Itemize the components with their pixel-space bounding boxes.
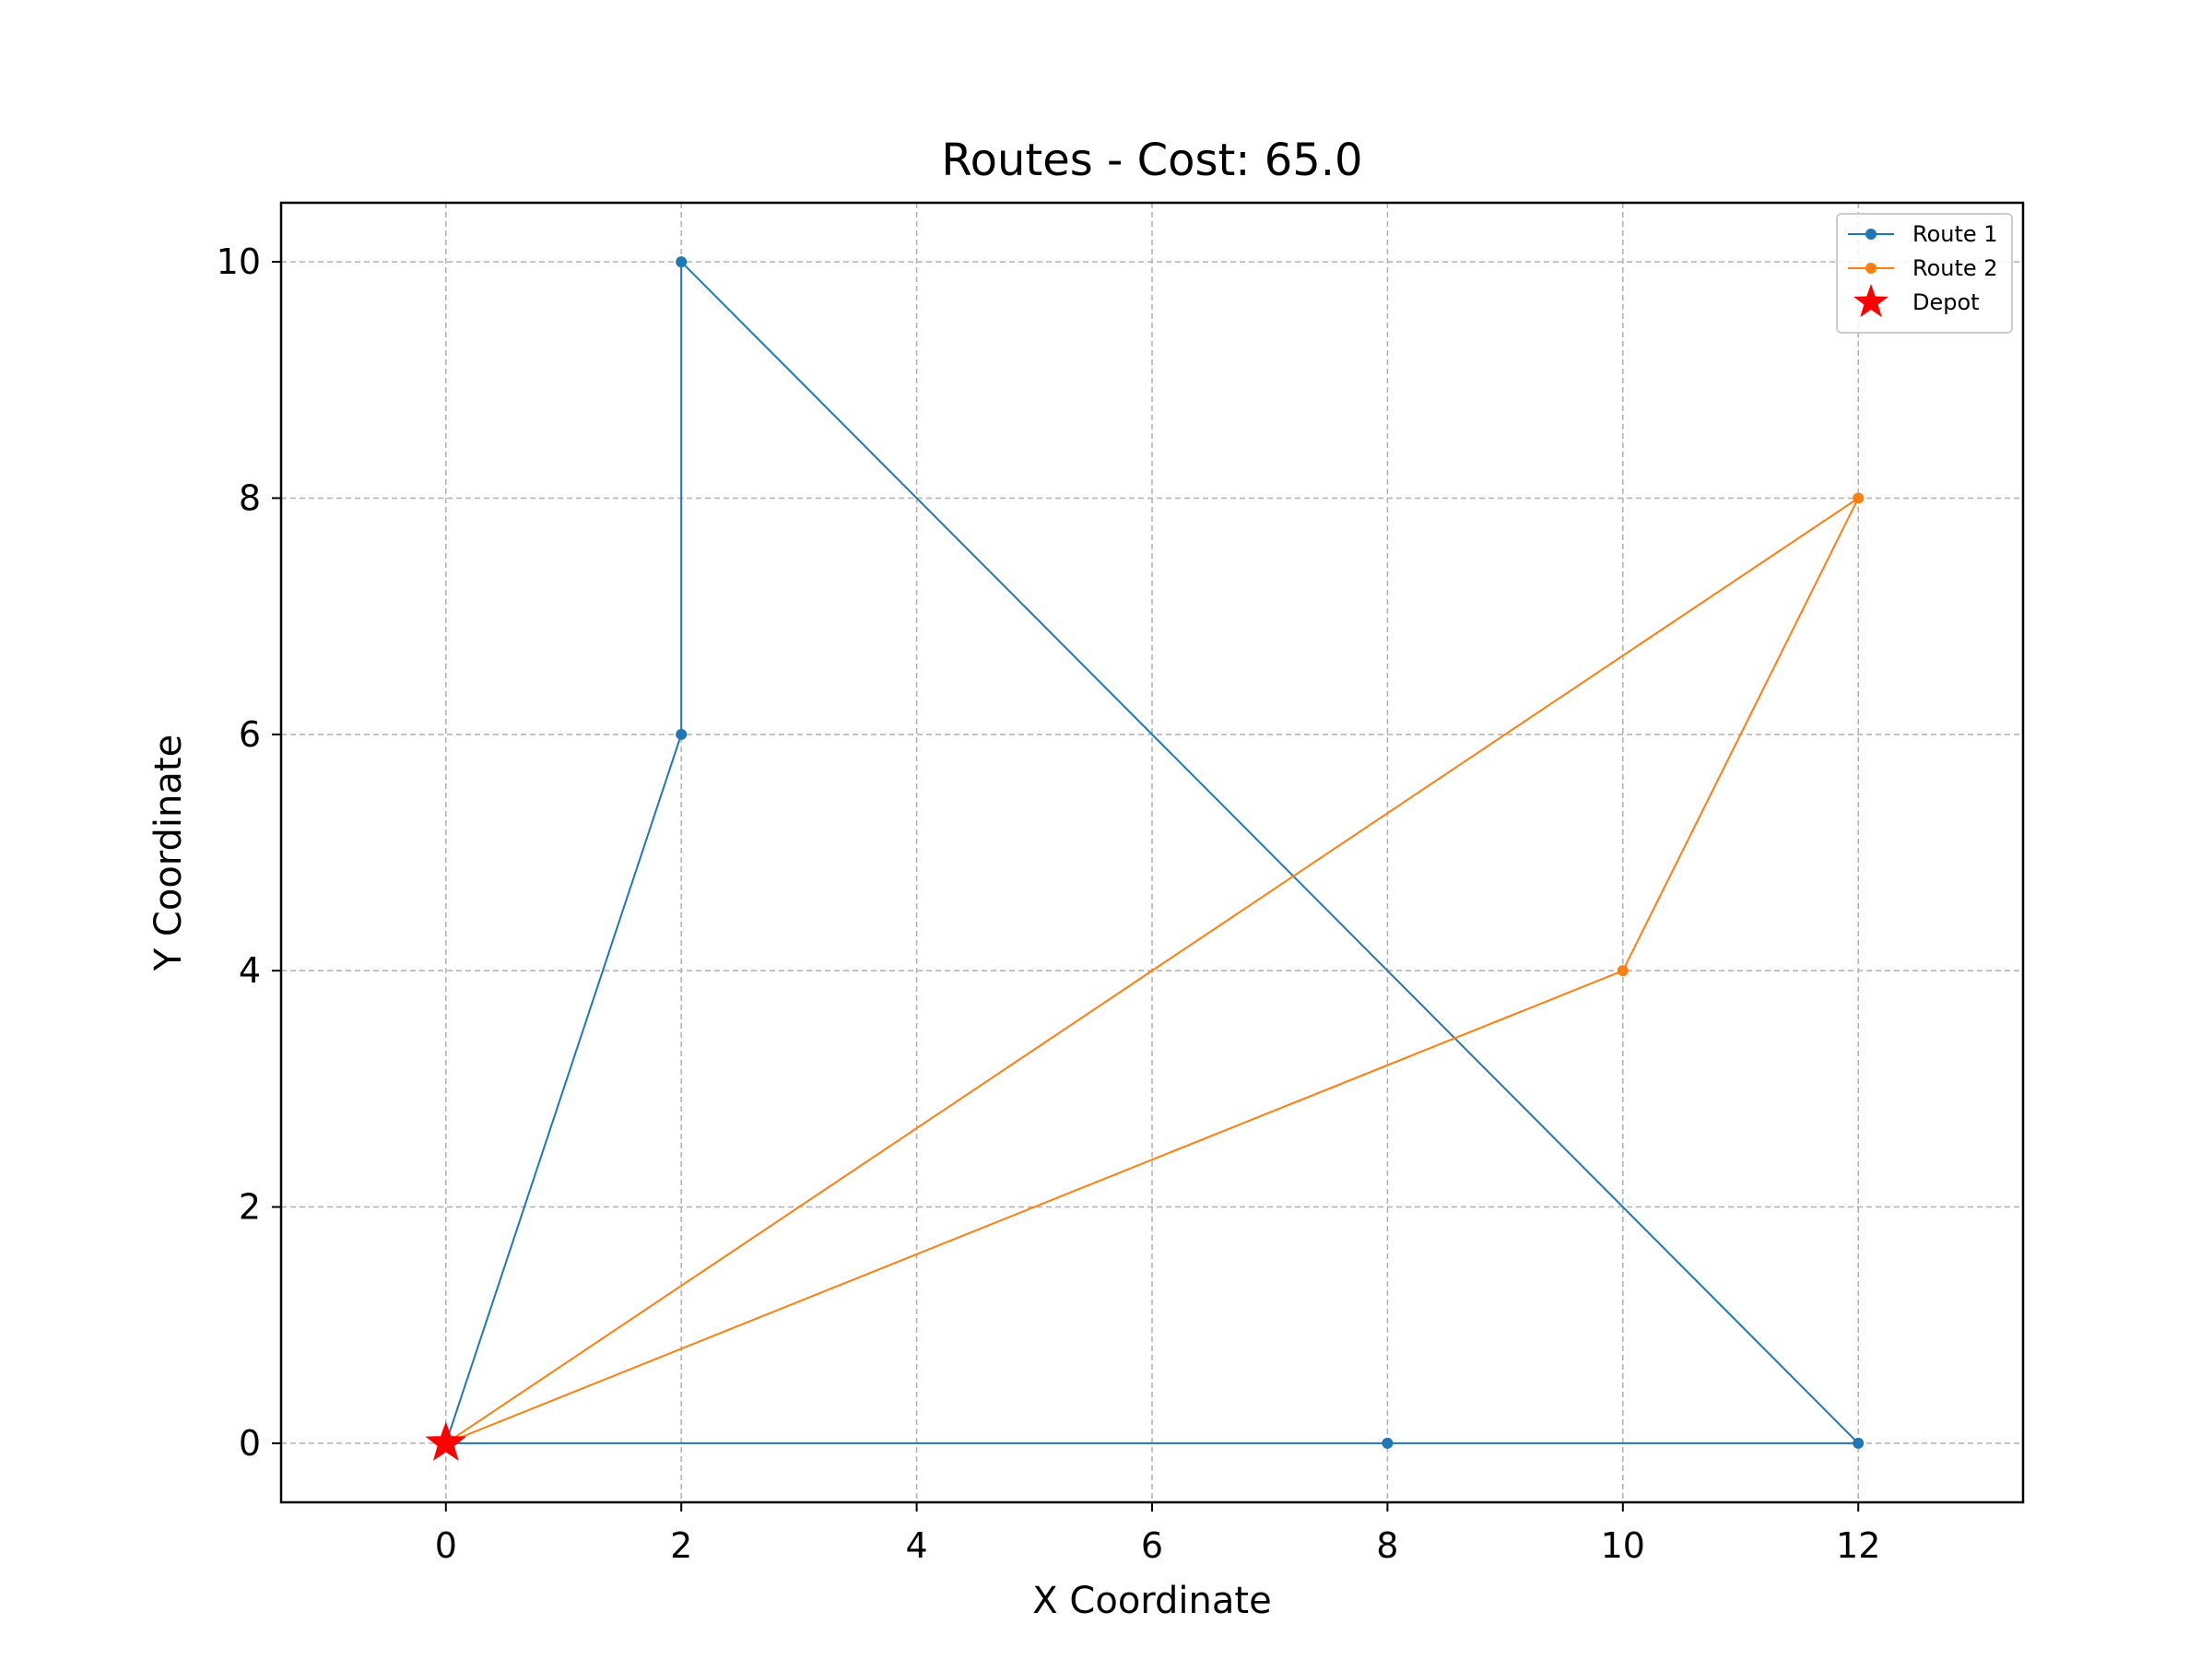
route-point: [1853, 492, 1865, 504]
route-line: [445, 497, 1860, 1444]
x-tick-label: 6: [1141, 1525, 1163, 1566]
route-point: [676, 256, 688, 268]
y-tick-label: 2: [239, 1187, 261, 1228]
x-tick-label: 2: [670, 1525, 692, 1566]
x-axis-title: X Coordinate: [1032, 1580, 1271, 1622]
y-tick-label: 10: [217, 241, 261, 282]
route-point: [1617, 965, 1629, 977]
route-point: [1853, 1437, 1865, 1449]
depot-star-marker: [425, 1421, 467, 1461]
legend-label: Route 1: [1912, 221, 1998, 247]
legend-item: Route 2: [1848, 255, 1998, 281]
y-axis-title: Y Coordinate: [147, 735, 190, 971]
y-tick-label: 8: [239, 477, 261, 518]
legend-item: Route 1: [1848, 221, 1998, 247]
chart-title: Routes - Cost: 65.0: [941, 135, 1362, 186]
route-point: [1382, 1437, 1394, 1449]
legend-star-icon: [1853, 284, 1889, 318]
x-tick-label: 4: [906, 1525, 928, 1566]
legend-label: Route 2: [1912, 255, 1998, 281]
route-line: [444, 261, 1860, 1444]
y-tick-label: 4: [239, 950, 261, 991]
x-tick-label: 8: [1376, 1525, 1398, 1566]
legend-label: Depot: [1912, 289, 1980, 315]
y-tick-label: 6: [239, 714, 261, 755]
x-tick-label: 10: [1601, 1525, 1645, 1566]
x-axis: 0 2 4 6 8 10 12: [435, 1502, 1880, 1566]
x-tick-label: 0: [435, 1525, 457, 1566]
y-tick-label: 0: [239, 1423, 261, 1464]
route-point: [676, 728, 688, 740]
legend: Route 1 Route 2 Depot: [1836, 213, 2013, 334]
legend-marker: [1865, 263, 1877, 274]
x-tick-label: 12: [1836, 1525, 1880, 1566]
legend-item: Depot: [1853, 284, 1980, 318]
series-layer: [425, 256, 1865, 1461]
grid-lines: [281, 203, 2023, 1502]
legend-marker: [1865, 229, 1877, 240]
legend-box: [1836, 213, 2013, 334]
y-axis: 0 2 4 6 8 10: [217, 241, 281, 1464]
